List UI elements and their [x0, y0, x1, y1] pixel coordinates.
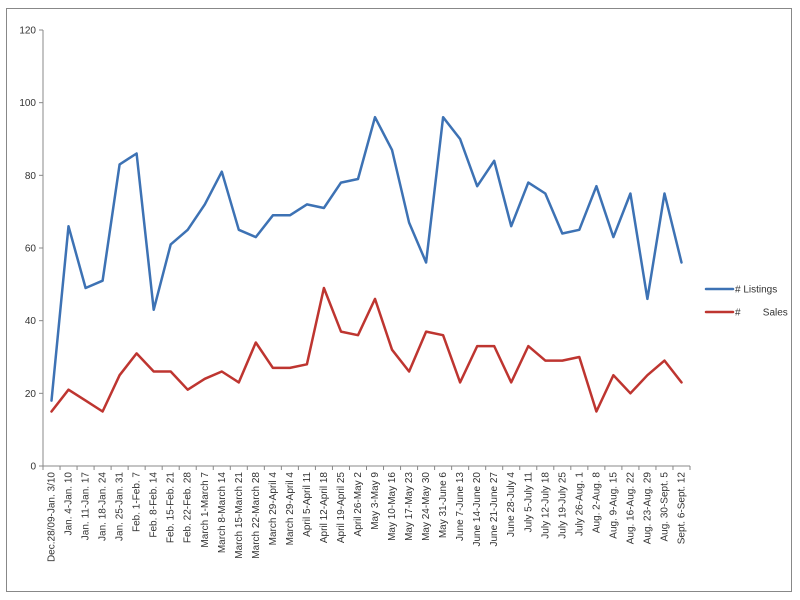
y-axis-ticks: 0 20 40 60 80 100 120: [19, 26, 43, 473]
x-tick-label: June 28-July 4: [506, 472, 517, 537]
series-line-sales: [50, 286, 683, 413]
y-tick-label: 80: [25, 171, 37, 182]
x-tick-label: March 1-March 7: [200, 472, 211, 548]
x-tick-label: Aug. 30-Sept. 5: [659, 472, 670, 542]
x-tick-label: Aug. 9-Aug. 15: [608, 472, 619, 539]
x-tick-label: July 12-July 18: [540, 472, 551, 539]
x-tick-label: April 19-April 25: [336, 472, 347, 544]
x-tick-label: March 22-March 28: [251, 472, 262, 559]
x-tick-label: Feb. 22-Feb. 28: [183, 472, 194, 544]
x-tick-label: Jan. 25-Jan. 31: [115, 472, 126, 541]
x-tick-label: June 14-June 20: [472, 472, 483, 547]
x-tick-label: May 3-May 9: [370, 472, 381, 530]
x-tick-label: May 24-May 30: [421, 472, 432, 541]
x-tick-label: April 5-April 11: [302, 472, 313, 537]
x-tick-label: Aug. 23-Aug. 29: [642, 472, 653, 545]
chart-frame: [6, 8, 792, 592]
x-tick-label: May 10-May 16: [387, 472, 398, 541]
y-tick-label: 60: [25, 244, 37, 255]
x-tick-label: Jan. 18-Jan. 24: [98, 472, 109, 541]
x-tick-label: March 29-April 4: [285, 472, 296, 546]
x-axis-ticks: Dec.28/09-Jan. 3/10 Jan. 4-Jan. 10 Jan. 11…: [42, 466, 691, 562]
series-line-listings: [50, 115, 683, 402]
x-tick-label: July 5-July 11: [523, 472, 534, 533]
x-tick-label: March 15-March 21: [234, 472, 245, 559]
x-tick-label: March 29-April 4: [268, 472, 279, 546]
x-tick-label: May 31-June 6: [438, 472, 449, 539]
x-tick-label: Jan. 4-Jan. 10: [64, 472, 75, 536]
legend-label: # Sales: [735, 308, 788, 319]
y-tick-label: 120: [19, 26, 36, 37]
x-tick-label: Jan. 11-Jan. 17: [81, 472, 92, 541]
x-tick-label: July 19-July 25: [557, 472, 568, 539]
x-tick-label: Dec.28/09-Jan. 3/10: [47, 472, 58, 562]
x-tick-label: Aug. 2-Aug. 8: [591, 472, 602, 534]
y-tick-label: 20: [25, 389, 37, 400]
series-layer: [50, 115, 683, 413]
y-tick-label: 40: [25, 316, 37, 327]
x-tick-label: Aug. 16-Aug. 22: [625, 472, 636, 545]
x-tick-label: Sept. 6-Sept. 12: [676, 472, 687, 545]
x-tick-label: June 21-June 27: [489, 472, 500, 547]
legend: # Listings # Sales: [704, 285, 788, 319]
y-tick-label: 100: [19, 98, 36, 109]
x-tick-label: April 12-April 18: [319, 472, 330, 544]
y-tick-label: 0: [30, 462, 36, 473]
x-tick-label: April 26-May 2: [353, 472, 364, 537]
x-tick-label: May 17-May 23: [404, 472, 415, 541]
x-tick-label: July 26-Aug. 1: [574, 472, 585, 536]
x-tick-label: March 8-March 14: [217, 472, 228, 554]
x-tick-label: June 7-June 13: [455, 472, 466, 541]
x-tick-label: Feb. 15-Feb. 21: [166, 472, 177, 544]
x-tick-label: Feb. 1-Feb. 7: [132, 472, 143, 532]
x-tick-label: Feb. 8-Feb. 14: [149, 472, 160, 538]
legend-label: # Listings: [735, 285, 777, 296]
